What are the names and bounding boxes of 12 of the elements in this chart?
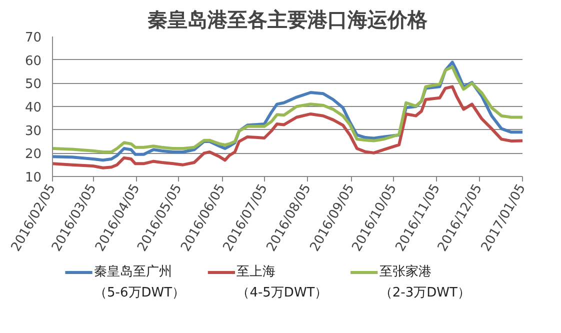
chart-title: 秦皇岛港至各主要港口海运价格 (148, 8, 428, 32)
y-tick-label: 10 (24, 170, 42, 186)
y-tick-label: 70 (24, 30, 42, 46)
legend-label: 至上海（4-5万DWT） (236, 264, 328, 300)
line-series (52, 85, 522, 170)
y-tick-label: 50 (24, 77, 42, 92)
legend-label: 秦皇岛至广州（5-6万DWT） (94, 264, 186, 300)
y-tick-label: 60 (24, 54, 42, 69)
legend-label: 至张家港（2-3万DWT） (379, 264, 470, 300)
y-tick-label: 30 (24, 124, 42, 139)
y-tick-label: 40 (24, 100, 42, 116)
y-tick-label: 20 (24, 147, 42, 162)
